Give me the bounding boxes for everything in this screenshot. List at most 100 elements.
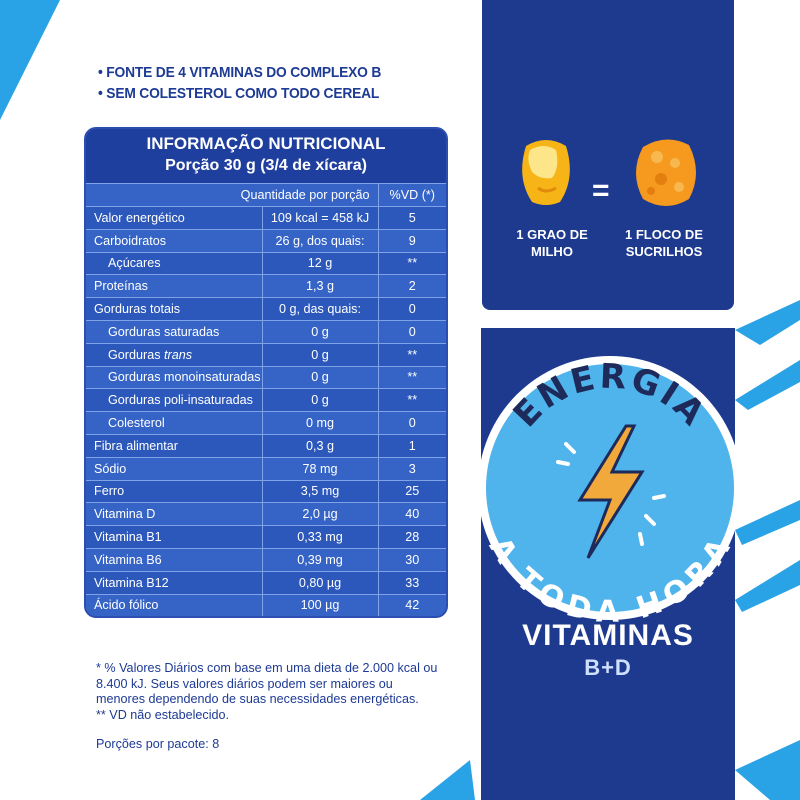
table-row: Colesterol 0 mg 0 [86, 411, 446, 435]
nutrient-name: Ferro [86, 479, 262, 503]
nutrient-name: Vitamina D [86, 502, 262, 526]
nutrient-vd: 5 [377, 206, 446, 230]
nutrient-name: Gorduras saturadas [86, 319, 262, 344]
nutrition-table-panel: INFORMAÇÃO NUTRICIONAL Porção 30 g (3/4 … [84, 127, 448, 619]
nutrient-quantity: 0,3 g [261, 433, 378, 458]
zigzag-bottom [420, 760, 475, 800]
caption-flake-line-2: SUCRILHOS [625, 244, 703, 259]
nutrient-quantity: 26 g, dos quais: [261, 228, 378, 253]
nutrient-vd: 9 [377, 228, 446, 253]
nutrient-vd: 30 [377, 547, 446, 572]
caption-cereal-flake: 1 FLOCO DE SUCRILHOS [622, 226, 706, 260]
nutrient-quantity: 78 mg [261, 456, 378, 481]
nutrient-quantity: 0 g [261, 388, 378, 412]
vd-header: %VD (*) [377, 183, 446, 207]
nutrient-name: Vitamina B12 [86, 570, 262, 595]
nutrient-quantity: 0,80 µg [261, 570, 378, 595]
nutrient-vd: ** [377, 251, 446, 275]
nutrient-quantity: 0 mg [261, 411, 378, 435]
table-row: Vitamina D 2,0 µg 40 [86, 502, 446, 526]
bullet-cholesterol: • SEM COLESTEROL COMO TODO CEREAL [98, 85, 380, 102]
quantity-header: Quantidade por porção [86, 183, 378, 207]
servings-per-package: Porções por pacote: 8 [96, 737, 220, 751]
nutrient-name: Gorduras monoinsaturadas [86, 365, 262, 389]
nutrient-vd: ** [377, 342, 446, 367]
nutrient-quantity: 100 µg [261, 593, 378, 617]
nutrient-vd: 28 [377, 525, 446, 549]
cereal-flake-icon [636, 139, 696, 206]
table-row: Gorduras monoinsaturadas 0 g ** [86, 365, 446, 389]
nutrient-name: Proteínas [86, 274, 262, 298]
nutrient-name: Gorduras trans [86, 342, 262, 367]
nutrient-vd: ** [377, 365, 446, 389]
table-row: Vitamina B12 0,80 µg 33 [86, 570, 446, 595]
vitamins-title: VITAMINAS [522, 619, 694, 652]
nutrient-name: Açúcares [86, 251, 262, 275]
nutrient-quantity: 12 g [261, 251, 378, 275]
nutrition-header: INFORMAÇÃO NUTRICIONAL Porção 30 g (3/4 … [86, 129, 446, 183]
nutrient-name: Valor energético [86, 206, 262, 230]
nutrient-vd: 42 [377, 593, 446, 617]
nutrient-quantity: 0 g [261, 319, 378, 344]
table-row: Carboidratos 26 g, dos quais: 9 [86, 228, 446, 253]
caption-corn-line-2: MILHO [531, 244, 573, 259]
nutrient-name: Fibra alimentar [86, 433, 262, 458]
nutrient-name: Gorduras poli-insaturadas [86, 388, 262, 412]
nutrient-vd: 2 [377, 274, 446, 298]
nutrient-name: Ácido fólico [86, 593, 262, 617]
table-row: Açúcares 12 g ** [86, 251, 446, 275]
nutrient-quantity: 0 g, das quais: [261, 297, 378, 321]
table-row: Gorduras trans 0 g ** [86, 342, 446, 367]
table-row: Ferro 3,5 mg 25 [86, 479, 446, 503]
spark-marks [556, 442, 666, 546]
energy-badge: ENERGIA A TODA HORA [478, 356, 742, 628]
nutrient-quantity: 1,3 g [261, 274, 378, 298]
nutrient-vd: ** [377, 388, 446, 412]
table-row: Gorduras poli-insaturadas 0 g ** [86, 388, 446, 412]
nutrient-vd: 40 [377, 502, 446, 526]
nutrition-table: Quantidade por porção %VD (*) Valor ener… [86, 183, 446, 617]
lightning-bolt-icon [577, 424, 645, 559]
nutrient-name: Gorduras totais [86, 297, 262, 321]
nutrient-name: Sódio [86, 456, 262, 481]
zigzag-right-2 [735, 360, 800, 410]
zigzag-right-5 [735, 740, 800, 800]
table-header-row: Quantidade por porção %VD (*) [86, 183, 446, 207]
zigzag-right-4 [735, 560, 800, 612]
footnote-daily-values: * % Valores Diários com base em uma diet… [96, 661, 438, 706]
caption-corn-line-1: 1 GRAO DE [516, 227, 588, 242]
corn-kernel-icon [522, 140, 570, 205]
feature-bullets: • FONTE DE 4 VITAMINAS DO COMPLEXO B • S… [98, 62, 381, 104]
table-row: Vitamina B1 0,33 mg 28 [86, 525, 446, 549]
nutrient-vd: 25 [377, 479, 446, 503]
nutrient-quantity: 2,0 µg [261, 502, 378, 526]
serving-size: Porção 30 g (3/4 de xícara) [165, 157, 367, 174]
nutrient-quantity: 0,39 mg [261, 547, 378, 572]
nutrient-quantity: 109 kcal = 458 kJ [261, 206, 378, 230]
nutrient-name: Vitamina B1 [86, 525, 262, 549]
nutrient-quantity: 0 g [261, 342, 378, 367]
table-row: Gorduras totais 0 g, das quais: 0 [86, 297, 446, 321]
zigzag-top-left [0, 0, 60, 120]
table-row: Sódio 78 mg 3 [86, 456, 446, 481]
nutrient-quantity: 0,33 mg [261, 525, 378, 549]
nutrient-name: Carboidratos [86, 228, 262, 253]
nutrient-vd: 1 [377, 433, 446, 458]
caption-flake-line-1: 1 FLOCO DE [624, 227, 703, 242]
nutrient-vd: 0 [377, 319, 446, 344]
zigzag-right-3 [735, 500, 800, 545]
bullet-vitamins: • FONTE DE 4 VITAMINAS DO COMPLEXO B [98, 64, 382, 81]
nutrient-quantity: 3,5 mg [261, 479, 378, 503]
nutrient-name: Vitamina B6 [86, 547, 262, 572]
zigzag-right-1 [735, 300, 800, 345]
vitamins-subtitle: B+D [584, 655, 632, 680]
footnotes: * % Valores Diários com base em uma diet… [96, 661, 444, 723]
nutrient-vd: 3 [377, 456, 446, 481]
nutrient-vd: 0 [377, 411, 446, 435]
table-row: Ácido fólico 100 µg 42 [86, 593, 446, 617]
nutrition-title: INFORMAÇÃO NUTRICIONAL [146, 134, 386, 153]
